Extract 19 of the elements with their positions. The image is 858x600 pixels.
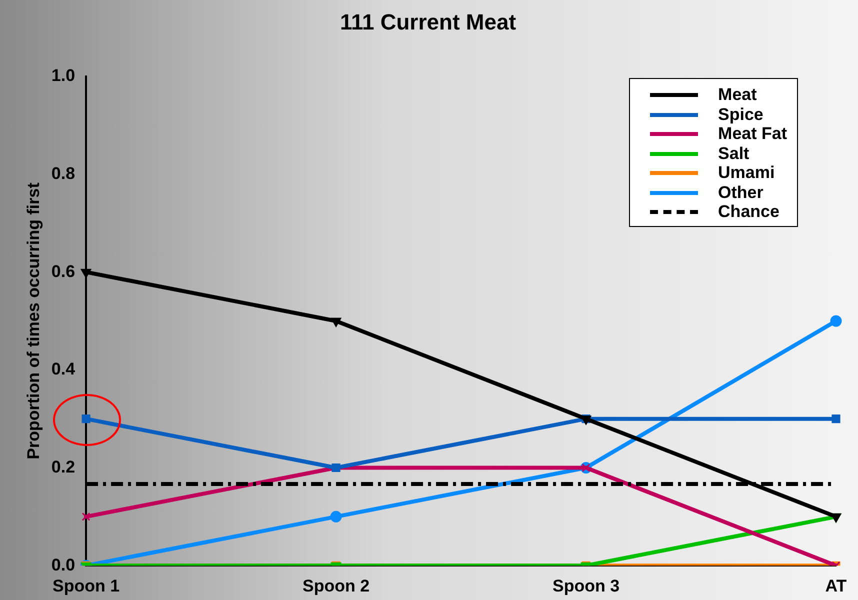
legend-label: Other xyxy=(718,182,764,202)
y-tick-label: 0.4 xyxy=(51,360,76,379)
legend-label: Meat Fat xyxy=(718,124,787,144)
y-tick-label: 0.0 xyxy=(51,555,76,574)
y-tick-label: 0.8 xyxy=(51,164,76,183)
legend-label: Salt xyxy=(718,144,750,164)
y-tick-label: 1.0 xyxy=(51,66,76,86)
y-axis-title: Proportion of times occurring first xyxy=(24,182,43,460)
legend-label: Spice xyxy=(718,104,764,124)
chart-title: 111 Current Meat xyxy=(340,9,517,34)
legend-label: Meat xyxy=(718,85,757,105)
legend-label: Umami xyxy=(718,163,775,183)
x-tick-label: Spoon 2 xyxy=(302,576,370,596)
legend-label: Chance xyxy=(718,202,780,222)
x-tick-label: Spoon 1 xyxy=(52,576,120,596)
y-tick-label: 0.2 xyxy=(51,457,76,476)
y-tick-label: 0.6 xyxy=(51,262,76,281)
x-tick-label: AT xyxy=(825,576,848,596)
x-tick-label: Spoon 3 xyxy=(552,576,620,596)
